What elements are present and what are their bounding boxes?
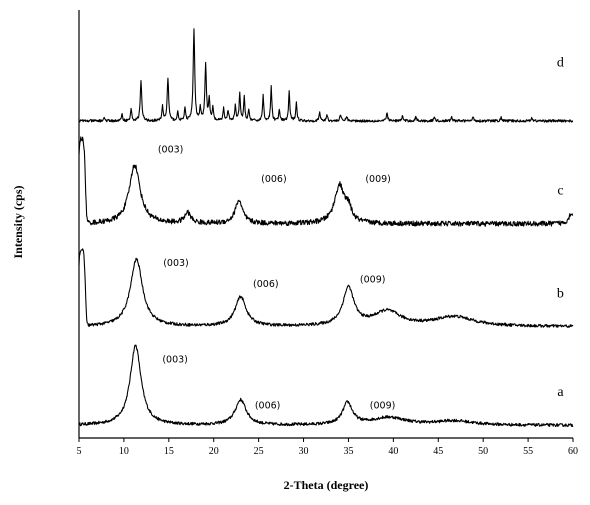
series-d-line [78,28,574,123]
peak-label: (003) [163,258,189,269]
series-b-line [78,248,574,329]
curve-label-d: d [557,55,564,70]
x-tick-label: 50 [478,446,488,457]
y-axis-title: Intensity (cps) [11,185,25,258]
peak-label: (009) [360,275,386,286]
peak-label: (009) [370,401,396,412]
x-tick-label: 40 [388,446,398,457]
annotations: a (003) (006) (009) b (003) (006) (009) c (003) (0… [158,55,564,411]
x-tick-label: 10 [119,446,129,457]
x-ticks: 5 10 15 20 25 30 35 40 45 50 55 60 [77,438,578,457]
x-tick-label: 35 [343,446,353,457]
series-c-line [78,136,574,227]
peak-label: (006) [253,279,279,290]
curve-label-c: c [557,183,563,198]
curves-group [78,28,574,428]
x-tick-label: 15 [164,446,174,457]
x-tick-label: 60 [568,446,578,457]
x-tick-label: 55 [523,446,533,457]
x-tick-label: 20 [209,446,219,457]
x-tick-label: 30 [299,446,309,457]
x-tick-label: 25 [254,446,264,457]
x-axis-title: 2-Theta (degree) [284,478,369,492]
x-tick-label: 5 [77,446,82,457]
series-a-line [78,344,574,428]
peak-label: (003) [162,354,188,365]
x-tick-label: 45 [433,446,443,457]
curve-label-b: b [557,286,564,301]
peak-label: (006) [261,174,287,185]
peak-label: (009) [365,174,391,185]
peak-label: (006) [255,401,281,412]
peak-label: (003) [158,144,184,155]
curve-label-a: a [557,385,564,400]
